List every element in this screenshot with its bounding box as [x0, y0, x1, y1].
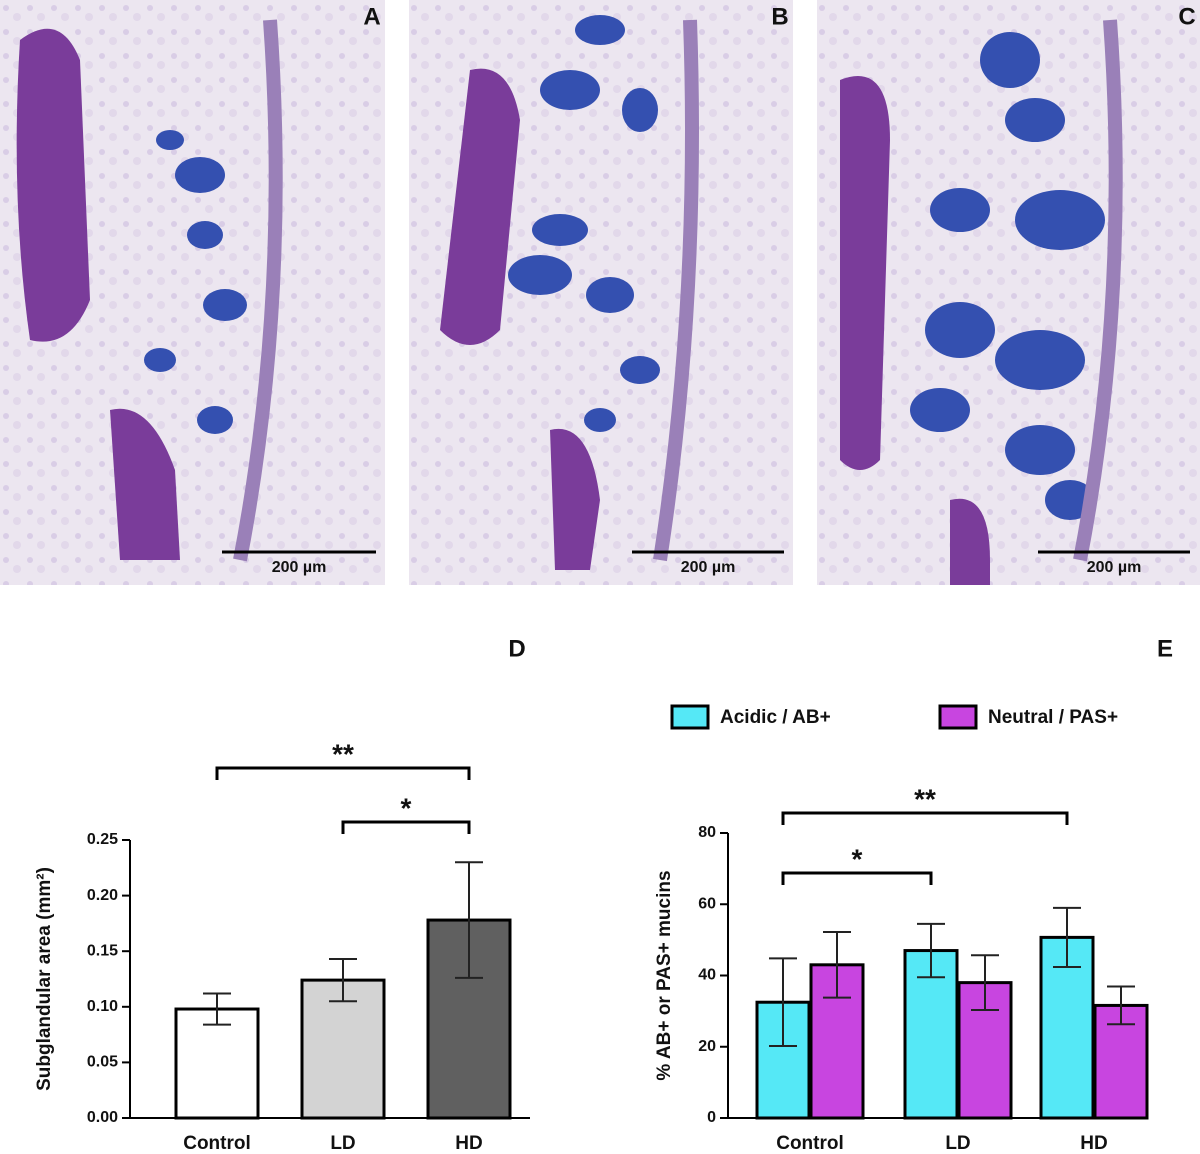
x-tick-label: LD	[945, 1133, 970, 1154]
x-tick-label: HD	[455, 1133, 482, 1154]
significance-bracket	[341, 820, 471, 834]
y-tick-label: 0.10	[87, 998, 118, 1015]
y-tick-label: 0	[707, 1109, 716, 1126]
panel-label: C	[1178, 3, 1195, 30]
y-tick-label: 0.15	[87, 942, 118, 959]
x-tick-label: Control	[183, 1133, 251, 1154]
y-axis-label: Subglandular area (mm²)	[34, 867, 55, 1091]
legend-label: Acidic / AB+	[720, 707, 831, 728]
significance-label: *	[852, 843, 863, 874]
scale-label: 200 µm	[272, 559, 327, 576]
y-tick-label: 80	[698, 824, 716, 841]
y-tick-label: 20	[698, 1038, 716, 1055]
panel-label: B	[771, 3, 788, 30]
significance-label: *	[401, 792, 412, 823]
legend-swatch	[670, 704, 710, 730]
x-tick-label: HD	[1080, 1133, 1107, 1154]
y-tick-label: 60	[698, 895, 716, 912]
bar	[1093, 1003, 1149, 1120]
scale-label: 200 µm	[1087, 559, 1142, 576]
bar	[174, 1007, 260, 1120]
scale-label: 200 µm	[681, 559, 736, 576]
x-tick-label: Control	[776, 1133, 844, 1154]
panel-label: A	[363, 3, 380, 30]
significance-label: **	[332, 738, 354, 769]
y-tick-label: 0.00	[87, 1109, 118, 1126]
micrograph-a	[0, 0, 385, 585]
y-tick-label: 40	[698, 967, 716, 984]
y-axis-label: % AB+ or PAS+ mucins	[654, 870, 675, 1080]
micrograph-b	[409, 0, 793, 585]
panel-label: E	[1157, 635, 1173, 662]
y-tick-label: 0.25	[87, 831, 118, 848]
micrograph-c	[817, 0, 1200, 585]
y-tick-label: 0.20	[87, 887, 118, 904]
bar	[903, 949, 959, 1120]
significance-bracket	[215, 766, 471, 780]
significance-bracket	[781, 871, 933, 885]
legend-swatch	[938, 704, 978, 730]
y-tick-label: 0.05	[87, 1054, 118, 1071]
significance-bracket	[781, 811, 1069, 825]
bar	[300, 978, 386, 1120]
legend-label: Neutral / PAS+	[988, 707, 1118, 728]
significance-label: **	[914, 783, 936, 814]
x-tick-label: LD	[330, 1133, 355, 1154]
panel-label: D	[508, 635, 525, 662]
